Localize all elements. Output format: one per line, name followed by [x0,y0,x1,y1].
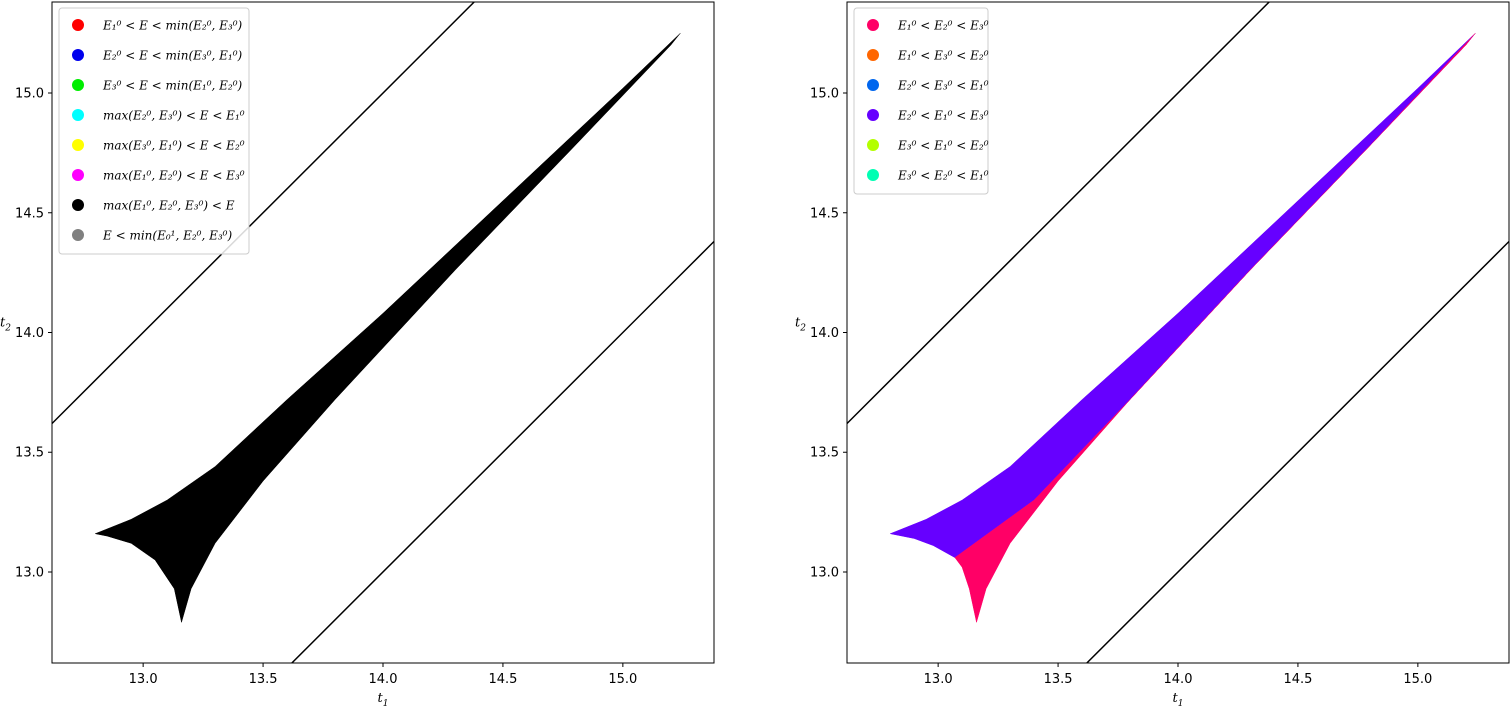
legend-marker [72,169,84,181]
y-tick-label: 13.0 [15,565,44,580]
legend-label: E < min(E₀¹, E₂⁰, E₃⁰) [102,229,232,243]
legend-marker [867,19,879,31]
legend-marker [72,229,84,241]
legend-label: E₁⁰ < E₂⁰ < E₃⁰ [897,19,989,33]
x-axis-label: t1 [1173,691,1184,706]
y-tick-label: 14.0 [810,326,839,341]
legend-marker [867,169,879,181]
y-axis-label: t2 [0,316,11,334]
plot-area [52,2,714,663]
legend-label: E₃⁰ < E₁⁰ < E₂⁰ [897,139,989,153]
legend-marker [72,109,84,121]
x-tick-label: 14.0 [369,672,398,687]
chart-left: 13.0 13.5 14.0 14.5 15.0 13.0 13.5 14.0 14.5 15.0… [0,1,715,706]
legend-label: E₂⁰ < E₃⁰ < E₁⁰ [897,79,989,93]
legend-label: E₁⁰ < E < min(E₂⁰, E₃⁰) [102,19,243,33]
legend-label: max(E₂⁰, E₃⁰) < E < E₁⁰ [103,109,245,123]
x-tick-label: 15.0 [608,672,637,687]
legend: E₁⁰ < E < min(E₂⁰, E₃⁰) E₂⁰ < E < min(E₃⁰… [58,7,250,255]
x-axis-label: t1 [378,691,389,706]
y-tick-label: 13.0 [810,565,839,580]
region-0 [94,32,681,623]
legend-label: max(E₃⁰, E₁⁰) < E < E₂⁰ [103,139,245,153]
x-tick-label: 13.0 [924,672,953,687]
legend-box [853,7,989,195]
x-tick-label: 14.5 [488,672,517,687]
y-tick-label: 13.5 [810,446,839,461]
x-tick-label: 13.5 [249,672,278,687]
x-tick-label: 14.0 [1164,672,1193,687]
plot-area [847,2,1509,663]
y-tick-label: 13.5 [15,446,44,461]
legend-label: E₂⁰ < E₁⁰ < E₃⁰ [897,109,989,123]
legend-label: max(E₁⁰, E₂⁰, E₃⁰) < E [103,199,235,213]
y-tick-label: 15.0 [810,87,839,102]
x-tick-label: 13.0 [129,672,158,687]
legend-label: E₃⁰ < E < min(E₁⁰, E₂⁰) [102,79,243,93]
legend-marker [72,79,84,91]
x-tick-label: 14.5 [1283,672,1312,687]
boundary-line-0 [52,2,475,425]
y-tick-label: 14.0 [15,326,44,341]
legend-label: max(E₁⁰, E₂⁰) < E < E₃⁰ [103,169,245,183]
region-1 [954,32,1476,623]
legend-marker [72,49,84,61]
y-tick-label: 14.5 [15,206,44,221]
y-tick-label: 15.0 [15,87,44,102]
legend-marker [72,19,84,31]
legend-label: E₃⁰ < E₂⁰ < E₁⁰ [897,169,989,183]
legend-marker [72,199,84,211]
legend-label: E₂⁰ < E < min(E₃⁰, E₁⁰) [102,49,243,63]
legend-marker [867,139,879,151]
legend-marker [867,109,879,121]
y-axis-label: t2 [795,316,806,334]
x-tick-label: 13.5 [1044,672,1073,687]
boundary-line-1 [1086,240,1509,663]
legend-box [58,7,250,255]
legend-marker [867,79,879,91]
legend-label: E₁⁰ < E₃⁰ < E₂⁰ [897,49,989,63]
chart-right: 13.0 13.5 14.0 14.5 15.0 13.0 13.5 14.0 14.5 15.0… [795,1,1510,706]
legend-marker [867,49,879,61]
legend-marker [72,139,84,151]
legend: E₁⁰ < E₂⁰ < E₃⁰ E₁⁰ < E₃⁰ < E₂⁰ E₂⁰ < E₃⁰ … [853,7,989,195]
x-tick-label: 15.0 [1403,672,1432,687]
y-tick-label: 14.5 [810,206,839,221]
boundary-line-0 [847,2,1270,425]
boundary-line-1 [291,240,714,663]
